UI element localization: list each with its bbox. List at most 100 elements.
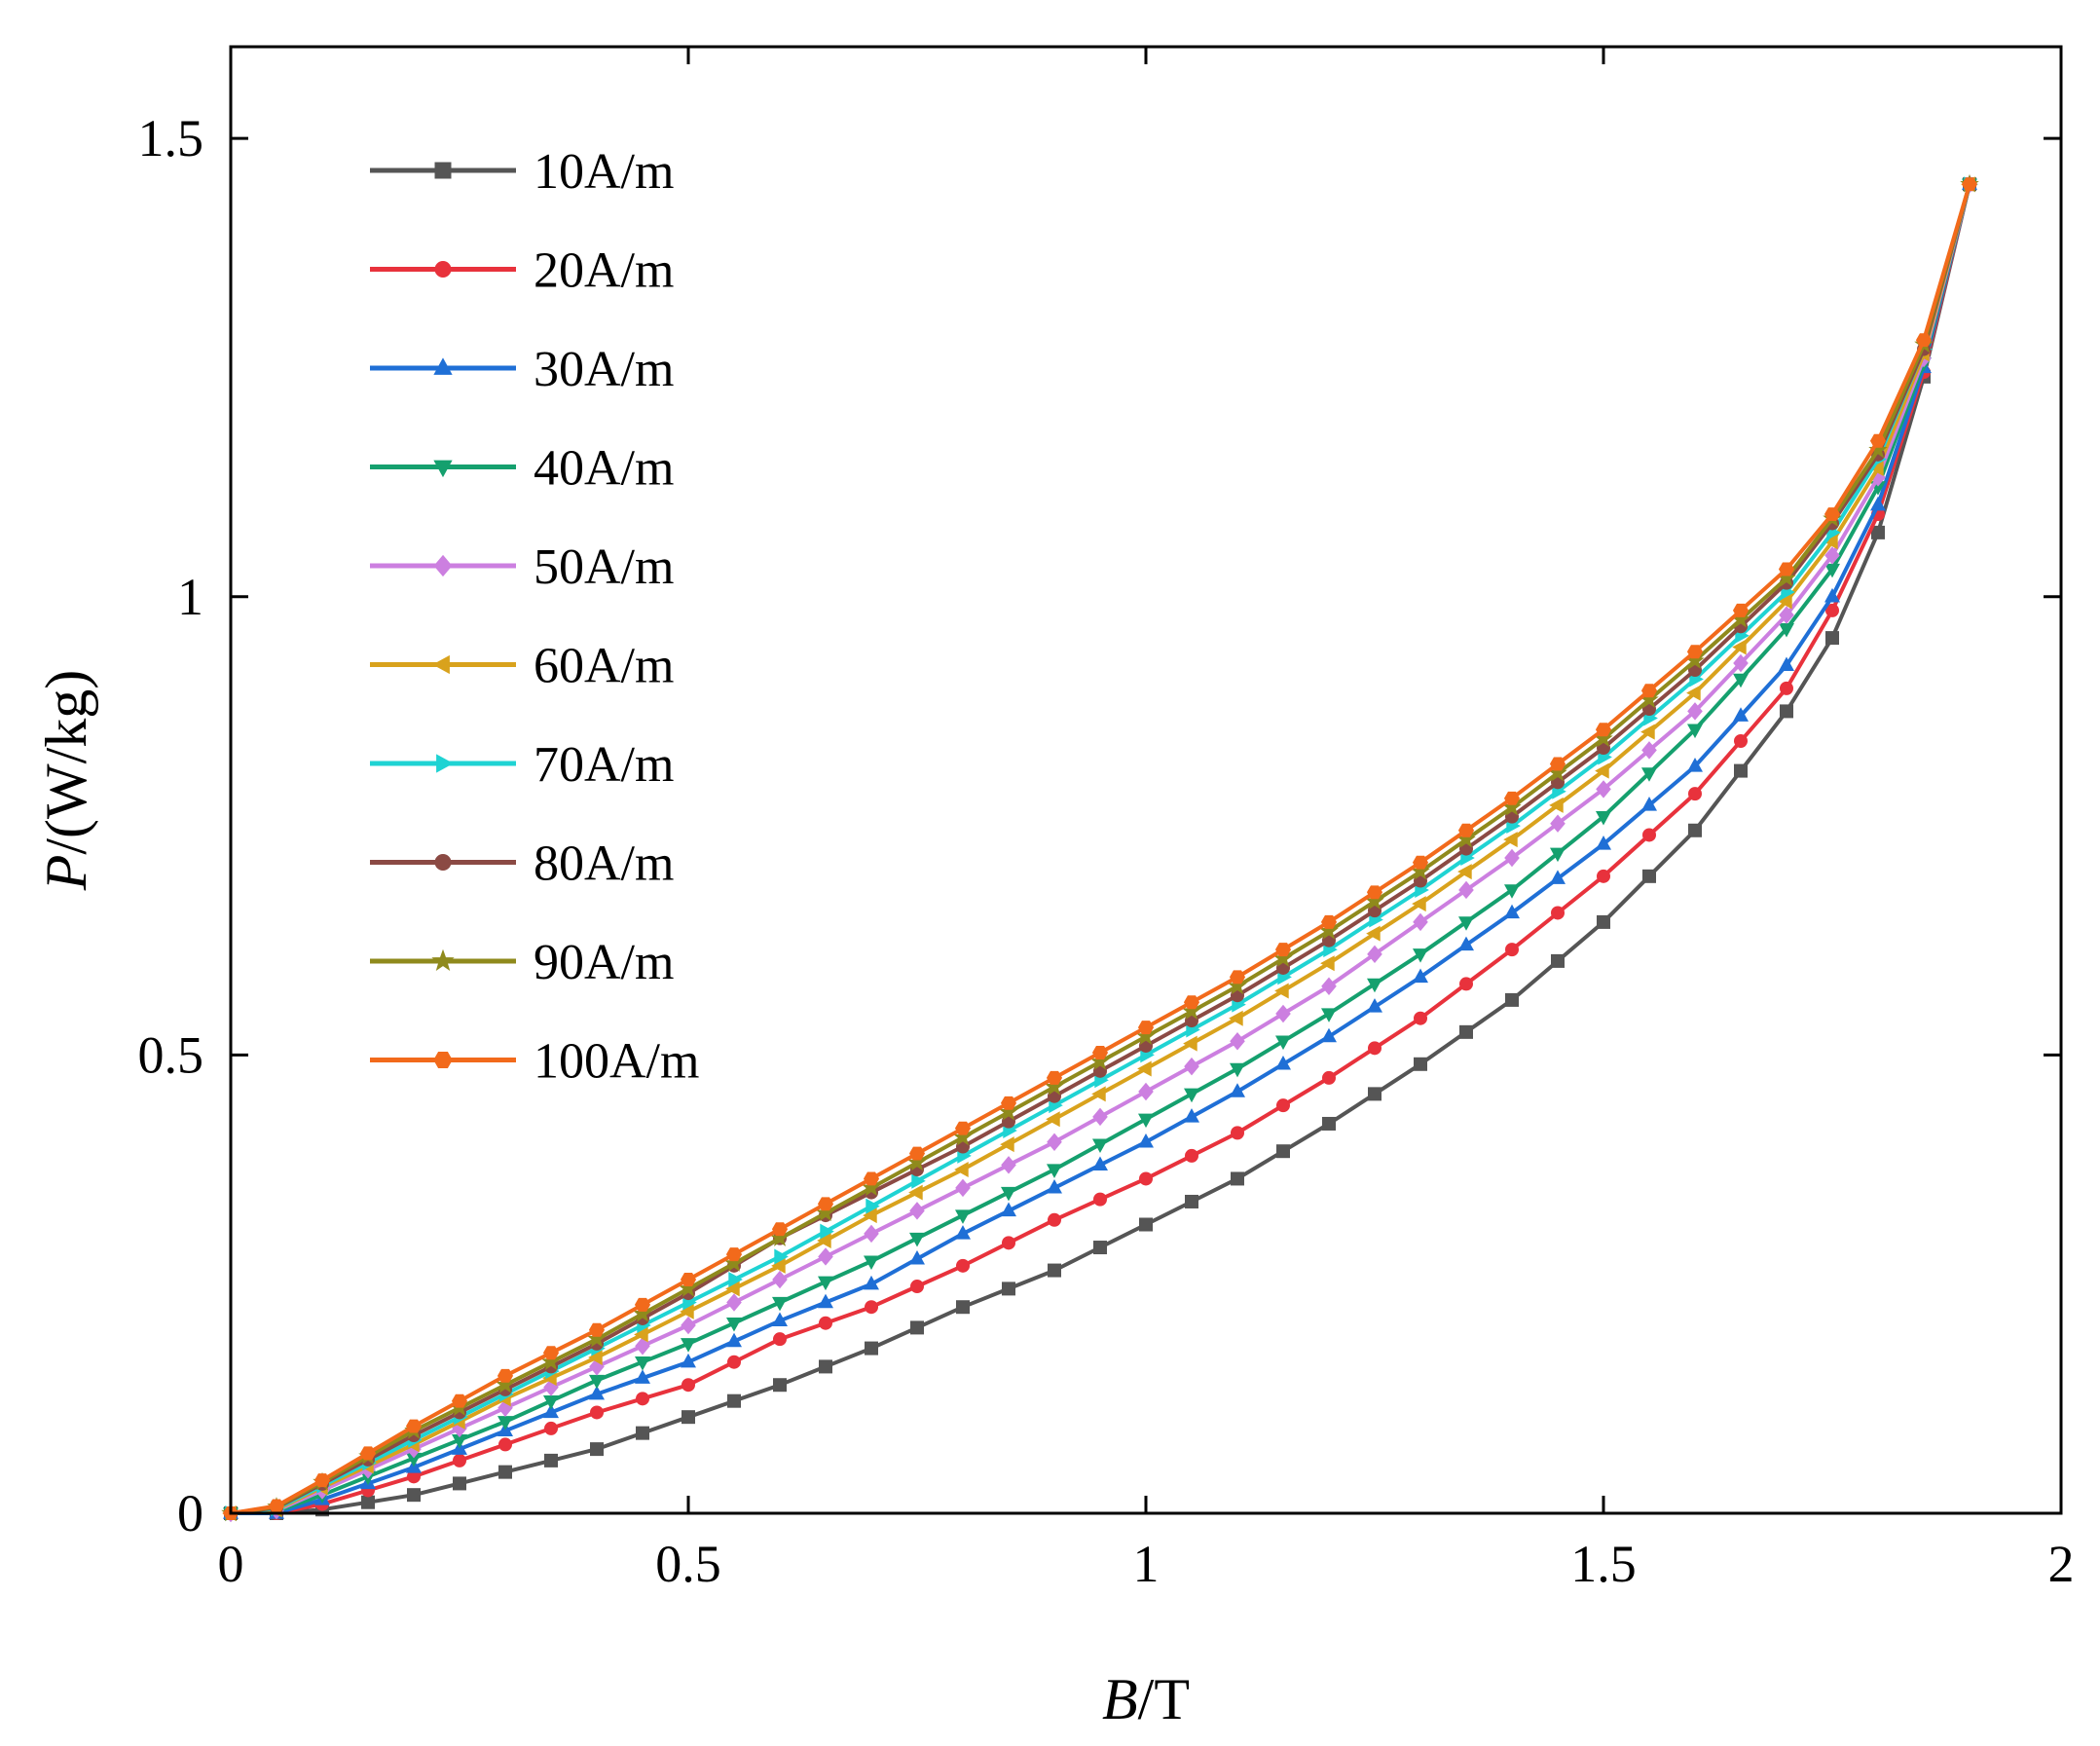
data-point-marker — [1275, 1004, 1291, 1023]
data-point-marker — [819, 1359, 832, 1374]
data-point-marker — [1414, 1057, 1427, 1071]
data-point-marker — [498, 1465, 512, 1479]
x-tick-label: 1 — [1133, 1535, 1160, 1593]
data-point-marker — [1915, 333, 1933, 348]
y-tick-label: 1 — [177, 568, 203, 626]
data-point-marker — [1274, 983, 1289, 999]
data-point-marker — [864, 1275, 879, 1290]
legend-item: 40A/m — [370, 441, 674, 497]
data-point-marker — [727, 1393, 741, 1408]
data-point-marker — [818, 1247, 833, 1266]
data-point-marker — [1137, 1060, 1152, 1077]
x-tick-label: 0 — [218, 1535, 244, 1593]
data-point-marker — [726, 1332, 742, 1348]
data-point-marker — [434, 162, 452, 179]
data-point-marker — [771, 1222, 789, 1237]
data-point-marker — [1047, 1133, 1062, 1152]
data-point-marker — [1321, 1027, 1337, 1043]
data-point-marker — [1320, 955, 1335, 972]
data-point-marker — [407, 1488, 421, 1503]
data-point-marker — [1412, 896, 1426, 912]
data-point-marker — [955, 1225, 971, 1240]
data-point-marker — [1092, 1138, 1108, 1153]
data-point-marker — [727, 1355, 741, 1369]
data-point-marker — [866, 1198, 880, 1214]
data-point-marker — [1687, 702, 1703, 721]
series-line — [231, 183, 1971, 1515]
data-point-marker — [1139, 1171, 1153, 1186]
data-point-marker — [1137, 1021, 1155, 1035]
data-point-marker — [432, 654, 450, 675]
data-point-marker — [1138, 1113, 1154, 1129]
data-point-marker — [865, 1300, 878, 1315]
data-point-marker — [909, 1202, 925, 1220]
series-40A/m — [223, 178, 1977, 1522]
data-point-marker — [1595, 762, 1609, 779]
data-point-marker — [1640, 684, 1658, 698]
data-point-marker — [955, 1178, 971, 1198]
series-line — [230, 183, 1971, 1515]
legend-label: 80A/m — [534, 836, 674, 892]
data-point-marker — [725, 1281, 740, 1297]
data-point-marker — [1595, 723, 1612, 737]
x-tick-label: 2 — [2048, 1535, 2075, 1593]
legend-label: 30A/m — [534, 342, 674, 397]
data-point-marker — [953, 1127, 973, 1146]
data-point-marker — [635, 1356, 650, 1371]
data-point-marker — [724, 1253, 744, 1272]
data-point-marker — [405, 1419, 423, 1433]
data-point-marker — [1734, 763, 1748, 778]
data-point-marker — [1367, 998, 1382, 1013]
plot-frame — [229, 45, 2063, 1515]
data-point-marker — [1642, 869, 1656, 883]
data-point-marker — [909, 1249, 925, 1265]
series-line — [230, 183, 1971, 1515]
data-point-marker — [1047, 1179, 1062, 1194]
data-point-marker — [1412, 855, 1429, 870]
data-point-marker — [1138, 1082, 1154, 1101]
data-point-marker — [681, 1316, 696, 1335]
data-point-marker — [433, 554, 453, 577]
data-point-marker — [1687, 758, 1703, 772]
legend-item: 70A/m — [370, 737, 674, 793]
data-point-marker — [864, 1255, 879, 1270]
data-point-marker — [1596, 836, 1611, 850]
data-point-marker — [772, 1312, 788, 1327]
data-point-marker — [433, 460, 453, 478]
data-point-marker — [1368, 1041, 1382, 1056]
data-point-marker — [1091, 1086, 1106, 1102]
data-point-marker — [1779, 606, 1794, 624]
data-point-marker — [1504, 848, 1520, 868]
data-point-marker — [1413, 948, 1428, 963]
legend-label: 50A/m — [534, 539, 674, 595]
data-point-marker — [1275, 1035, 1291, 1051]
x-tick-label: 0.5 — [655, 1535, 721, 1593]
data-point-marker — [313, 1473, 331, 1488]
legend-item: 90A/m — [370, 935, 674, 990]
data-point-marker — [1457, 823, 1475, 837]
legend-label: 60A/m — [534, 639, 674, 694]
data-point-marker — [816, 1203, 835, 1222]
series-100A/m — [222, 177, 1978, 1520]
data-point-marker — [864, 1224, 879, 1244]
data-point-marker — [726, 1293, 742, 1312]
data-point-marker — [634, 1326, 648, 1343]
data-point-marker — [1778, 593, 1792, 610]
data-point-marker — [818, 1276, 833, 1291]
data-point-marker — [863, 1207, 877, 1224]
data-point-marker — [1825, 631, 1839, 646]
series-80A/m — [224, 177, 1976, 1520]
series-20A/m — [224, 177, 1976, 1520]
data-point-marker — [954, 1121, 972, 1135]
data-point-marker — [636, 1426, 649, 1440]
data-point-marker — [1732, 603, 1750, 617]
legend-item: 50A/m — [370, 539, 674, 595]
data-point-marker — [1687, 724, 1703, 739]
data-point-marker — [636, 1392, 649, 1406]
data-point-marker — [1503, 832, 1518, 848]
data-point-marker — [682, 1410, 695, 1425]
data-point-marker — [1092, 1156, 1108, 1171]
data-point-marker — [541, 1352, 561, 1370]
data-point-marker — [1686, 645, 1704, 659]
